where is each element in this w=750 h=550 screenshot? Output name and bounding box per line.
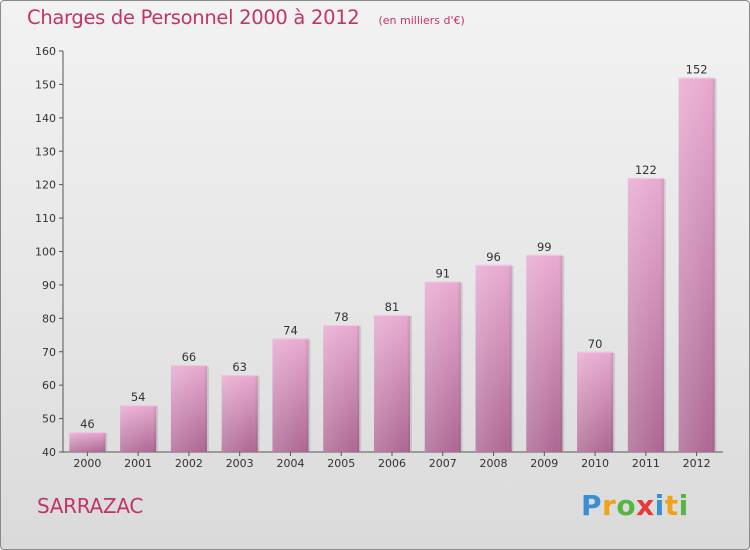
- x-tick-label: 2012: [683, 457, 711, 470]
- x-tick-label: 2001: [124, 457, 152, 470]
- y-tick-label: 150: [35, 78, 56, 91]
- data-label: 63: [232, 360, 247, 374]
- y-tick-label: 140: [35, 112, 56, 125]
- x-tick-label: 2004: [276, 457, 304, 470]
- labels: 40 50 60 70 80 90 100 110 120 130 140 150 160 2000 46 2…: [35, 45, 711, 470]
- proxiti-logo: Proxiti: [581, 489, 689, 522]
- x-tick-label: 2003: [226, 457, 254, 470]
- data-label: 54: [131, 390, 146, 404]
- data-label: 96: [486, 250, 501, 264]
- bar-highlight: [627, 177, 664, 452]
- y-tick-label: 40: [42, 446, 56, 459]
- data-label: 66: [182, 350, 197, 364]
- chart-title: Charges de Personnel 2000 à 2012: [27, 6, 360, 29]
- bar-highlight: [678, 77, 715, 452]
- data-label: 91: [435, 267, 450, 281]
- title-row: Charges de Personnel 2000 à 2012 (en mil…: [27, 6, 465, 29]
- data-label: 152: [686, 63, 708, 77]
- y-tick-label: 110: [35, 212, 56, 225]
- x-tick-label: 2005: [327, 457, 355, 470]
- data-label: 74: [283, 323, 298, 337]
- x-tick-label: 2007: [429, 457, 457, 470]
- bar-highlight: [120, 405, 157, 452]
- bar-highlight: [323, 325, 360, 452]
- y-tick-label: 60: [42, 379, 56, 392]
- y-tick-label: 80: [42, 312, 56, 325]
- y-tick-label: 130: [35, 145, 56, 158]
- x-tick-label: 2011: [632, 457, 660, 470]
- commune-name: SARRAZAC: [37, 494, 144, 518]
- bar-highlight: [69, 431, 106, 452]
- x-tick-label: 2010: [581, 457, 609, 470]
- bars: [69, 77, 717, 452]
- data-label: 81: [385, 300, 400, 314]
- bar-highlight: [577, 351, 614, 452]
- bar-highlight: [526, 254, 563, 452]
- data-label: 122: [635, 163, 657, 177]
- y-tick-label: 100: [35, 246, 56, 259]
- x-tick-label: 2006: [378, 457, 406, 470]
- y-tick-label: 50: [42, 413, 56, 426]
- x-tick-label: 2008: [480, 457, 508, 470]
- y-tick-label: 120: [35, 179, 56, 192]
- bar-highlight: [374, 314, 410, 452]
- x-tick-label: 2000: [73, 457, 101, 470]
- y-tick-label: 70: [42, 346, 56, 359]
- chart-subtitle: (en milliers d'€): [378, 14, 465, 27]
- data-label: 99: [537, 240, 552, 254]
- bar-highlight: [170, 365, 207, 452]
- y-tick-label: 160: [35, 45, 56, 58]
- x-tick-label: 2002: [175, 457, 203, 470]
- bar-highlight: [272, 338, 309, 452]
- data-label: 78: [334, 310, 349, 324]
- x-tick-label: 2009: [530, 457, 558, 470]
- bar-highlight: [221, 375, 258, 452]
- data-label: 46: [80, 417, 95, 431]
- bar-highlight: [424, 281, 461, 452]
- data-label: 70: [588, 337, 603, 351]
- y-tick-label: 90: [42, 279, 56, 292]
- bar-highlight: [475, 264, 512, 452]
